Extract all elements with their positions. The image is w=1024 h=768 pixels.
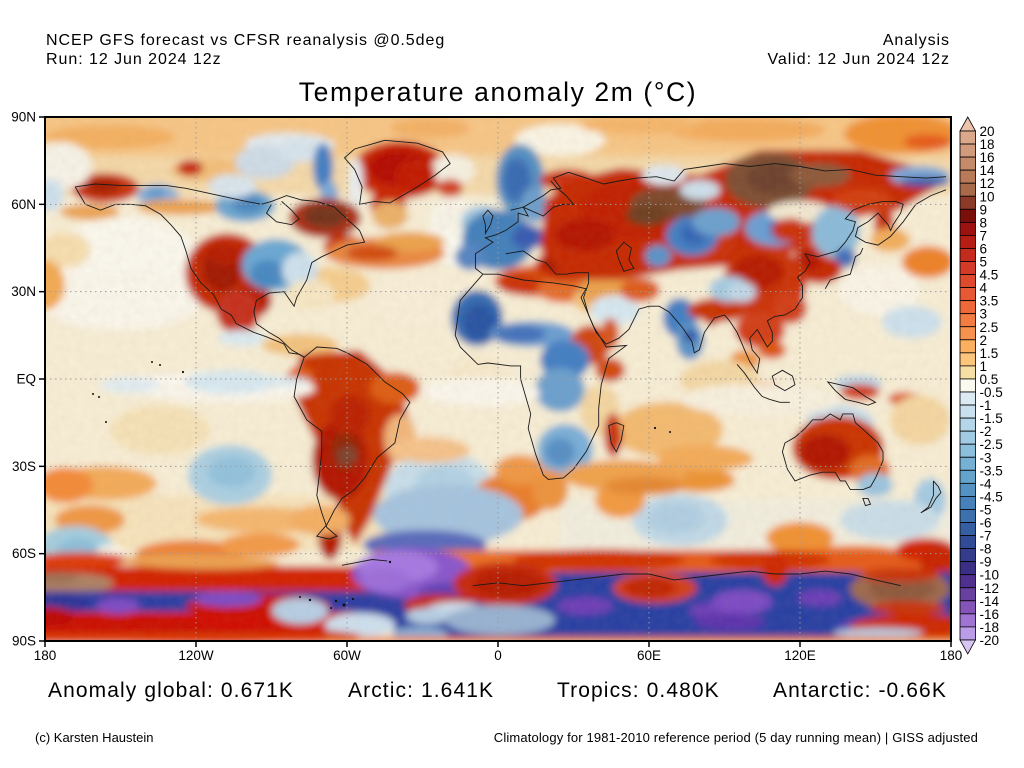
- svg-text:-4: -4: [980, 476, 992, 491]
- svg-text:Anomaly global: 0.671K: Anomaly global: 0.671K: [48, 679, 294, 702]
- svg-text:10: 10: [980, 189, 995, 204]
- svg-text:180: 180: [940, 648, 963, 663]
- svg-text:-8: -8: [980, 542, 992, 557]
- svg-text:-0.5: -0.5: [980, 385, 1003, 400]
- svg-text:-16: -16: [980, 607, 1000, 622]
- svg-text:30S: 30S: [12, 459, 36, 474]
- svg-text:6: 6: [980, 241, 988, 256]
- svg-text:60N: 60N: [11, 197, 36, 212]
- svg-text:0.5: 0.5: [980, 372, 999, 387]
- svg-text:180: 180: [34, 648, 57, 663]
- svg-text:-7: -7: [980, 529, 992, 544]
- svg-text:EQ: EQ: [16, 372, 36, 387]
- svg-text:9: 9: [980, 202, 988, 217]
- svg-text:90N: 90N: [11, 110, 36, 125]
- svg-text:16: 16: [980, 150, 995, 165]
- svg-text:-4.5: -4.5: [980, 489, 1003, 504]
- svg-text:3: 3: [980, 307, 988, 322]
- svg-text:-1.5: -1.5: [980, 411, 1003, 426]
- svg-text:14: 14: [980, 163, 996, 178]
- svg-text:-18: -18: [980, 620, 1000, 635]
- svg-text:4.5: 4.5: [980, 268, 999, 283]
- svg-text:30N: 30N: [11, 284, 36, 299]
- svg-text:Analysis: Analysis: [883, 32, 950, 49]
- svg-text:-9: -9: [980, 555, 992, 570]
- svg-text:-5: -5: [980, 502, 992, 517]
- svg-text:(c) Karsten Haustein: (c) Karsten Haustein: [35, 730, 154, 745]
- svg-text:Climatology for 1981-2010 refe: Climatology for 1981-2010 reference peri…: [494, 730, 978, 745]
- svg-text:20: 20: [980, 124, 995, 139]
- svg-text:-10: -10: [980, 568, 1000, 583]
- svg-text:-3.5: -3.5: [980, 463, 1003, 478]
- svg-text:3.5: 3.5: [980, 294, 999, 309]
- svg-text:-2: -2: [980, 424, 992, 439]
- svg-text:Arctic: 1.641K: Arctic: 1.641K: [348, 679, 494, 702]
- svg-text:NCEP GFS forecast vs CFSR rean: NCEP GFS forecast vs CFSR reanalysis @0.…: [46, 32, 445, 49]
- svg-text:-6: -6: [980, 516, 992, 531]
- svg-text:-12: -12: [980, 581, 1000, 596]
- svg-text:4: 4: [980, 281, 988, 296]
- svg-text:Valid: 12 Jun 2024 12z: Valid: 12 Jun 2024 12z: [767, 51, 950, 68]
- svg-text:5: 5: [980, 255, 988, 270]
- svg-text:0: 0: [494, 648, 502, 663]
- svg-text:2: 2: [980, 333, 988, 348]
- svg-text:-1: -1: [980, 398, 992, 413]
- svg-text:7: 7: [980, 228, 988, 243]
- svg-text:Temperature anomaly 2m (°C): Temperature anomaly 2m (°C): [299, 77, 697, 107]
- svg-text:60S: 60S: [12, 546, 36, 561]
- svg-text:-3: -3: [980, 450, 992, 465]
- svg-text:60E: 60E: [637, 648, 661, 663]
- svg-text:90S: 90S: [12, 634, 36, 649]
- svg-text:-2.5: -2.5: [980, 437, 1003, 452]
- svg-text:18: 18: [980, 137, 995, 152]
- svg-text:-14: -14: [980, 594, 1000, 609]
- svg-text:8: 8: [980, 215, 988, 230]
- svg-text:-20: -20: [980, 633, 1000, 648]
- svg-text:120E: 120E: [784, 648, 816, 663]
- svg-text:60W: 60W: [333, 648, 361, 663]
- svg-text:Run: 12 Jun 2024 12z: Run: 12 Jun 2024 12z: [46, 51, 222, 68]
- svg-text:Antarctic: -0.66K: Antarctic: -0.66K: [773, 679, 947, 702]
- svg-text:120W: 120W: [178, 648, 214, 663]
- svg-text:Tropics: 0.480K: Tropics: 0.480K: [557, 679, 720, 702]
- svg-text:1: 1: [980, 359, 988, 374]
- svg-text:12: 12: [980, 176, 995, 191]
- svg-text:2.5: 2.5: [980, 320, 999, 335]
- svg-text:1.5: 1.5: [980, 346, 999, 361]
